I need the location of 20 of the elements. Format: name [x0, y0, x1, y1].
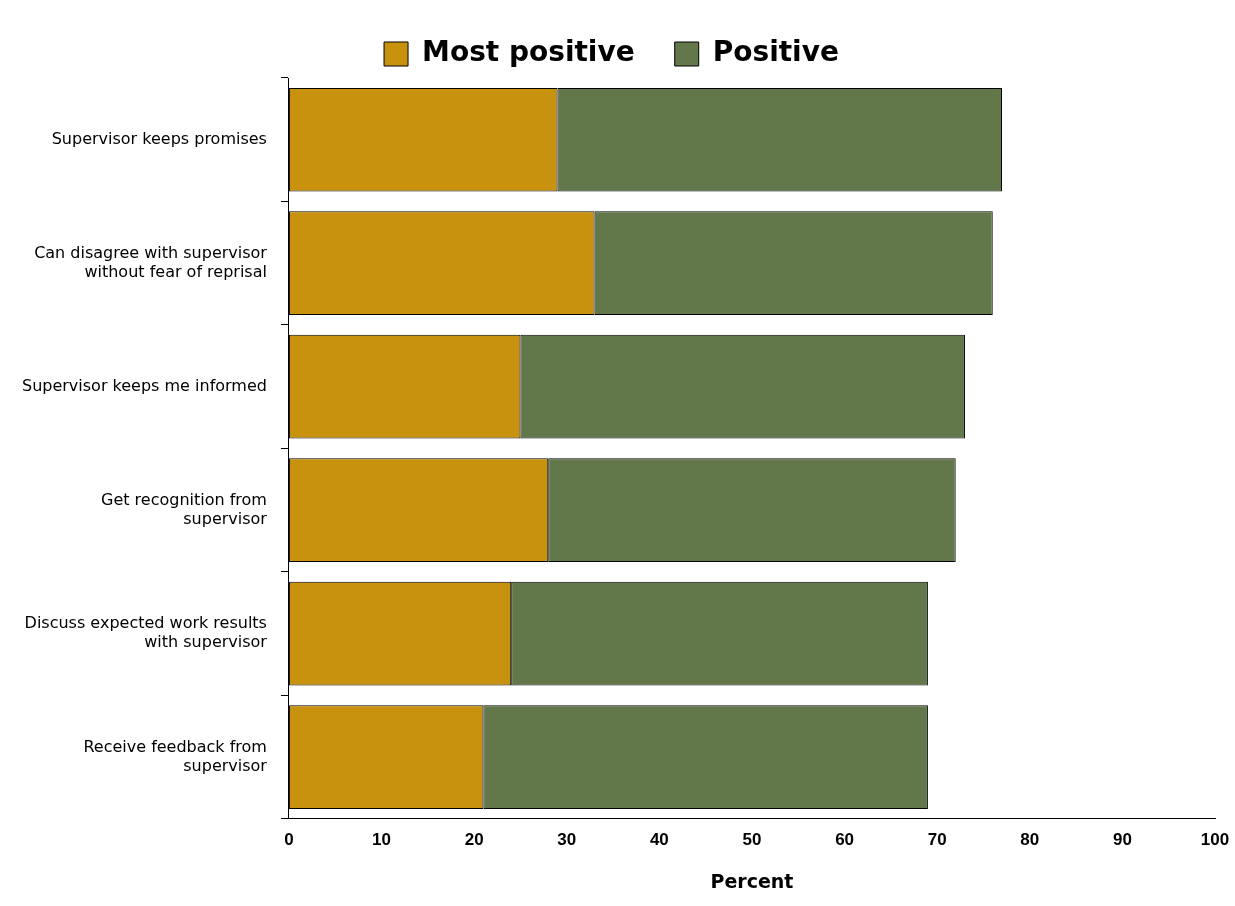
x-tick-label: 10: [372, 829, 392, 849]
legend-label: Positive: [712, 35, 839, 69]
y-tick-label: Supervisor keeps promises: [51, 128, 267, 148]
x-tick-label: 100: [1200, 829, 1230, 849]
x-tick-label: 20: [464, 829, 484, 849]
x-tick-label: 60: [835, 829, 855, 849]
x-tick-label: 70: [927, 829, 947, 849]
x-tick-label: 90: [1112, 829, 1132, 849]
y-tick-label: Receive feedback from supervisor: [83, 736, 268, 775]
y-tick-label: Can disagree with supervisor without fear of reprisal: [34, 242, 268, 281]
x-tick-label: 40: [649, 829, 669, 849]
x-tick-label: 50: [742, 829, 762, 849]
y-tick-label: Supervisor keeps me informed: [21, 375, 267, 395]
y-tick-label: Discuss expected work results with supervisor: [24, 613, 268, 652]
x-tick-label: 30: [557, 829, 577, 849]
legend-label: Most positive: [422, 35, 635, 69]
x-tick-label: 0: [284, 829, 294, 849]
y-tick-label: Get recognition from supervisor: [100, 489, 268, 528]
x-axis-title: Percent: [710, 869, 794, 892]
x-tick-label: 80: [1020, 829, 1040, 849]
